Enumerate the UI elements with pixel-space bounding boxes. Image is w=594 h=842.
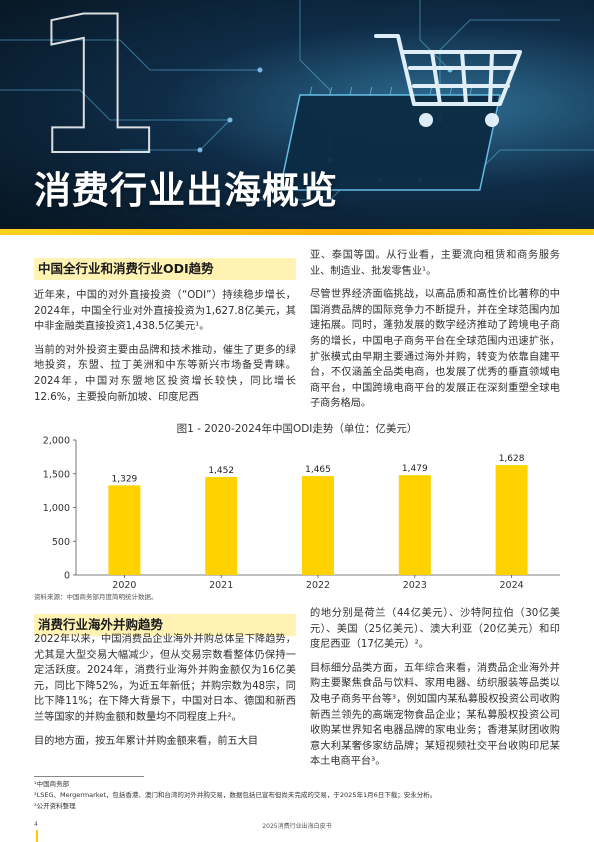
y-tick-label: 500 [52, 537, 70, 548]
section1-right-column: 亚、泰国等国。从行业看，主要流向租赁和商务服务业、制造业、批发零售业¹。 尽管世… [310, 248, 560, 420]
bar [302, 476, 334, 575]
bar-value-label: 1,452 [208, 466, 234, 476]
x-tick-label: 2023 [403, 580, 427, 591]
bar-value-label: 1,465 [305, 465, 331, 475]
section2-left-column: 2022年以来，中国消费品企业海外并购总体呈下降趋势，尤其是大型交易大幅减少，但… [34, 632, 296, 757]
page-marker [36, 830, 38, 842]
hero-banner: 1 消费行业出海概览 [0, 0, 594, 235]
x-tick-label: 2020 [112, 580, 136, 591]
paragraph: 2022年以来，中国消费品企业海外并购总体呈下降趋势，尤其是大型交易大幅减少，但… [34, 634, 296, 723]
bar [205, 476, 238, 575]
chart-source: 资料来源：中国商务部月度简明统计数据。 [34, 593, 158, 601]
circuit-board-background [0, 0, 594, 201]
paragraph: 尽管世界经济面临挑战，以高品质和高性价比著称的中国消费品牌的国际竞争力不断提升，… [310, 289, 560, 410]
y-tick-label: 1,000 [43, 503, 70, 514]
section-heading-overseas-ma: 消费行业海外并购趋势 [34, 614, 296, 636]
shopping-cart-icon [374, 34, 522, 127]
footnote: ³公开资料整理 [34, 802, 76, 810]
bar [398, 475, 431, 575]
footnote-divider [34, 776, 144, 777]
bar [108, 485, 141, 575]
paragraph: 的地分别是荷兰（44亿美元）、沙特阿拉伯（30亿美元）、美国（25亿美元）、澳大… [310, 608, 560, 651]
page-number: 4 [34, 821, 38, 828]
paragraph: 近年来，中国的对外直接投资（“ODI”）持续稳步增长，2024年，中国全行业对外… [34, 290, 296, 333]
footnote: ²LSEG、Mergermarket，包括香港、澳门和台湾的对外并购交易，数据包… [34, 791, 437, 799]
x-tick-label: 2021 [209, 580, 233, 591]
odi-bar-chart: 0 500 1,000 1,500 2,000 1,329 2020 1,452 2021 1,4… [43, 436, 560, 591]
paragraph: 目标细分品类方面，五年综合来看，消费品企业海外并购主要聚焦食品与饮料、家用电器、… [310, 662, 560, 768]
paragraph: 当前的对外投资主要由品牌和技术推动，催生了更多的绿地投资，东盟、拉丁美洲和中东等… [34, 344, 296, 403]
footnotes: ¹中国商务部 ²LSEG、Mergermarket，包括香港、澳门和台湾的对外并… [34, 779, 436, 812]
section2-right-column: 的地分别是荷兰（44亿美元）、沙特阿拉伯（30亿美元）、美国（25亿美元）、澳大… [310, 606, 560, 778]
x-tick-label: 2024 [500, 580, 524, 591]
accent-stripe [0, 229, 594, 235]
bar [495, 465, 528, 575]
section-heading-odi-trend: 中国全行业和消费行业ODI趋势 [34, 258, 296, 280]
bar-value-label: 1,479 [402, 464, 428, 474]
bar-value-label: 1,329 [112, 474, 138, 484]
bar-value-label: 1,628 [499, 454, 525, 464]
footnote: ¹中国商务部 [34, 780, 70, 788]
y-tick-label: 0 [64, 571, 70, 582]
paragraph: 目的地方面，按五年累计并购金额来看，前五大目 [34, 735, 259, 747]
footer-title: 2025消费行业出海白皮书 [262, 823, 332, 830]
section1-left-column: 近年来，中国的对外直接投资（“ODI”）持续稳步增长，2024年，中国全行业对外… [34, 288, 296, 413]
chapter-title: 消费行业出海概览 [34, 169, 338, 212]
paragraph: 亚、泰国等国。从行业看，主要流向租赁和商务服务业、制造业、批发零售业¹。 [310, 250, 560, 277]
x-tick-label: 2022 [306, 580, 330, 591]
y-tick-label: 2,000 [43, 436, 70, 447]
chapter-number: 1 [29, 0, 163, 197]
chart-title: 图1 - 2020-2024年中国ODI走势（单位：亿美元） [176, 423, 418, 435]
y-tick-label: 1,500 [43, 469, 70, 480]
